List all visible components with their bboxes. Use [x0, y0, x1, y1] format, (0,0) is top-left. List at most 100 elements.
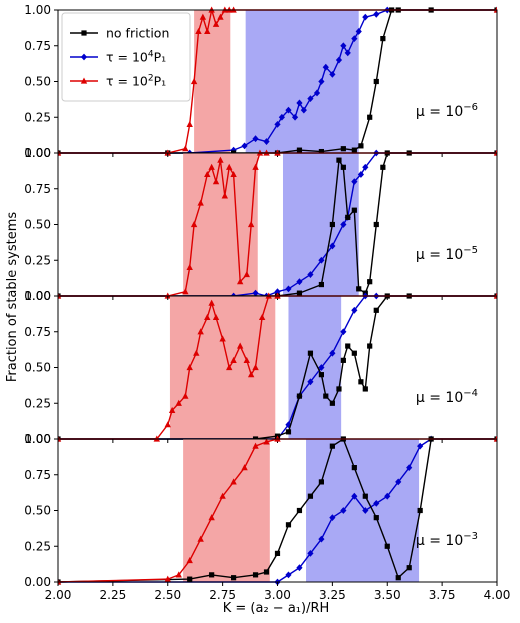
data-point [351, 465, 357, 471]
data-point [219, 492, 226, 499]
data-point [362, 507, 369, 514]
data-point [291, 113, 299, 121]
series-line [58, 152, 497, 297]
data-point [195, 27, 202, 35]
data-point [373, 78, 379, 85]
data-point [395, 478, 402, 486]
data-point [373, 221, 379, 228]
data-point [285, 421, 292, 429]
data-point [373, 307, 379, 313]
data-point [296, 290, 303, 296]
data-point [285, 571, 292, 579]
legend-marker [81, 30, 87, 36]
data-point [362, 163, 369, 171]
y-tick-label: 0.75 [24, 468, 51, 482]
y-tick-label: 1.00 [24, 289, 51, 303]
data-point [263, 569, 270, 575]
shaded-region-red [183, 439, 270, 582]
x-tick-label: 3.75 [429, 588, 456, 602]
data-point [193, 349, 200, 356]
data-point [241, 464, 248, 471]
data-point [307, 550, 314, 557]
data-point [356, 286, 362, 292]
legend-marker [80, 53, 88, 61]
data-point [182, 288, 189, 295]
panel-frame [57, 438, 498, 583]
data-point [351, 35, 358, 42]
x-tick-label: 2.50 [154, 588, 181, 602]
data-point [217, 156, 224, 163]
data-point [230, 170, 237, 178]
data-point [307, 95, 314, 103]
series-line [58, 437, 497, 583]
panels-group: 0.00 0.25 0.50 0.75 1.00 μ = 10−6 0.00 0.25 0.50… [24, 3, 498, 589]
series-triangle [58, 435, 497, 585]
panel-frame [57, 152, 498, 297]
data-point [307, 493, 314, 499]
data-point [278, 113, 285, 121]
data-point [296, 564, 303, 572]
data-point [252, 135, 259, 143]
data-point [274, 550, 281, 556]
y-tick-label: 0.50 [24, 361, 51, 375]
y-tick-label: 0.75 [24, 182, 51, 196]
y-tick-label: 1.00 [24, 146, 51, 160]
panel-mu-label: μ = 10−3 [416, 531, 478, 549]
data-point [274, 121, 281, 128]
data-point [395, 575, 401, 581]
data-point [243, 271, 250, 278]
legend-label: no friction [106, 26, 169, 41]
data-point [351, 207, 357, 213]
data-point [329, 349, 336, 357]
data-point [345, 343, 351, 349]
data-point [417, 442, 424, 450]
data-point [285, 285, 292, 293]
data-point [329, 70, 336, 78]
legend-label: τ = 104P₁ [106, 50, 166, 65]
data-point [367, 343, 373, 349]
data-point [340, 42, 347, 50]
data-point [285, 429, 292, 435]
data-point [329, 443, 335, 449]
panel-2: 0.00 0.25 0.50 0.75 1.00 μ = 10−5 [24, 146, 498, 303]
y-tick-label: 0.75 [24, 325, 51, 339]
data-point [186, 120, 193, 127]
data-point [212, 20, 220, 27]
data-point [231, 575, 237, 581]
data-point [336, 386, 342, 392]
legend-label: τ = 102P₁ [106, 74, 166, 89]
series-diamond [58, 435, 497, 586]
series-diamond [58, 292, 497, 443]
data-point [367, 114, 373, 120]
data-point [186, 263, 193, 270]
data-point [358, 143, 364, 149]
data-point [182, 392, 189, 399]
data-point [329, 514, 336, 522]
data-point [329, 221, 335, 228]
data-point [209, 572, 215, 578]
data-point [236, 342, 244, 349]
data-point [351, 350, 357, 356]
x-axis-label: K = (a₂ − a₁)/RΗ [223, 601, 330, 616]
data-point [362, 386, 368, 392]
series-line [58, 295, 497, 440]
data-point [252, 289, 259, 297]
data-point [351, 147, 357, 153]
data-point [357, 171, 365, 178]
data-point [296, 147, 303, 153]
data-point [367, 279, 373, 285]
data-point [318, 364, 325, 371]
y-tick-label: 0.00 [24, 575, 51, 589]
data-point [296, 99, 303, 107]
data-point [208, 163, 215, 170]
data-point [355, 28, 362, 35]
data-point [182, 145, 189, 152]
data-point [252, 442, 259, 449]
x-tick-label: 3.00 [264, 588, 291, 602]
x-tick-label: 4.00 [484, 588, 511, 602]
data-point [380, 164, 386, 170]
series-square [58, 293, 497, 442]
shaded-region-blue [282, 153, 359, 296]
data-point [226, 364, 233, 371]
